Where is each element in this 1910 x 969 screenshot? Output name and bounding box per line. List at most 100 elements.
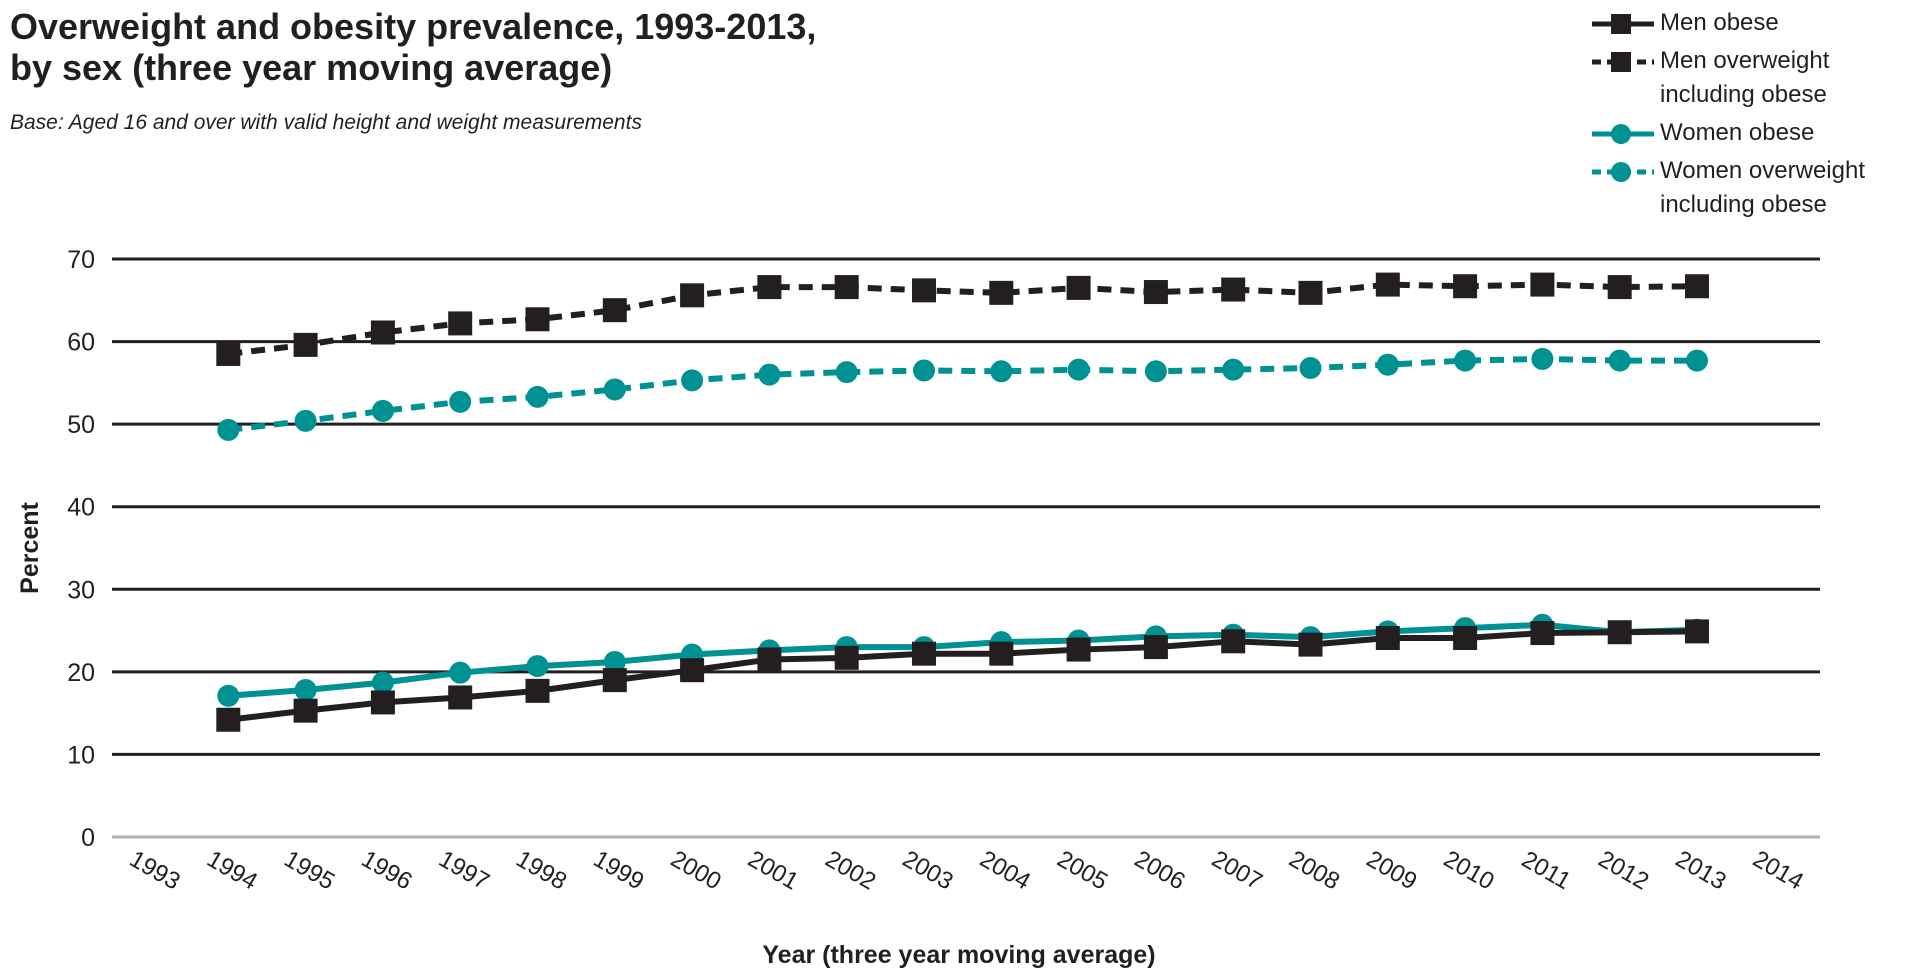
point-men-overweight-including-obese-2006 <box>1143 280 1168 305</box>
point-men-obese-1995 <box>293 698 318 723</box>
point-women-overweight-including-obese-1994 <box>217 418 240 441</box>
point-men-obese-2011 <box>1530 621 1555 646</box>
point-women-overweight-including-obese-2011 <box>1531 347 1554 370</box>
x-axis-title: Year (three year moving average) <box>762 941 1155 969</box>
legend-swatch-women-obese <box>1592 124 1654 144</box>
point-men-obese-2013 <box>1685 619 1709 644</box>
point-men-obese-2004 <box>989 641 1014 666</box>
point-women-overweight-including-obese-2007 <box>1222 358 1245 381</box>
point-men-obese-1997 <box>448 685 473 710</box>
chart-title-line-1: Overweight and obesity prevalence, 1993-… <box>10 6 817 47</box>
y-tick-label-50: 50 <box>67 411 95 439</box>
point-men-overweight-including-obese-2011 <box>1530 272 1555 297</box>
point-women-overweight-including-obese-1998 <box>526 385 549 408</box>
point-men-overweight-including-obese-1997 <box>448 311 473 336</box>
x-tick-label-2010: 2010 <box>1439 845 1499 895</box>
x-tick-label-1996: 1996 <box>357 845 417 895</box>
x-tick-label-2009: 2009 <box>1362 845 1422 895</box>
x-tick-label-1997: 1997 <box>434 845 494 895</box>
point-men-obese-1998 <box>525 678 550 703</box>
legend-swatch-women-overweight <box>1592 162 1654 182</box>
point-women-obese-1995 <box>294 679 317 702</box>
point-men-overweight-including-obese-2004 <box>989 280 1014 305</box>
series-men-obese <box>216 619 1709 732</box>
y-tick-label-40: 40 <box>67 494 95 522</box>
point-women-overweight-including-obese-2002 <box>835 361 858 384</box>
x-tick-label-2005: 2005 <box>1052 845 1112 895</box>
legend-item-women-overweight: Women overweight including obese <box>1590 154 1910 222</box>
y-tick-label-10: 10 <box>67 741 95 769</box>
point-men-overweight-including-obese-2001 <box>757 275 782 300</box>
point-men-overweight-including-obese-1996 <box>370 320 395 345</box>
legend-label-men-overweight-line-2: including obese <box>1660 81 1827 108</box>
series-men-overweight-including-obese <box>216 272 1709 366</box>
legend-label-women-overweight-line-2: including obese <box>1660 191 1827 218</box>
series-line-men-obese <box>227 628 1698 723</box>
x-tick-label-2007: 2007 <box>1207 845 1267 895</box>
point-women-overweight-including-obese-2009 <box>1376 353 1399 376</box>
x-tick-label-2011: 2011 <box>1517 846 1575 895</box>
point-men-obese-2012 <box>1607 620 1632 645</box>
x-tick-label-2008: 2008 <box>1284 845 1344 895</box>
point-men-obese-2006 <box>1143 635 1168 660</box>
point-men-obese-2007 <box>1221 629 1246 654</box>
point-men-overweight-including-obese-2009 <box>1375 272 1400 297</box>
point-women-overweight-including-obese-2010 <box>1454 349 1477 372</box>
point-men-obese-1999 <box>602 668 627 693</box>
series-women-overweight-including-obese <box>217 347 1708 441</box>
point-men-obese-1994 <box>216 707 241 732</box>
chart-title-line-2: by sex (three year moving average) <box>10 47 613 88</box>
x-tick-label-2002: 2002 <box>821 845 881 895</box>
y-tick-label-20: 20 <box>67 659 95 687</box>
chart-title: Overweight and obesity prevalence, 1993-… <box>10 6 816 88</box>
legend-item-women-obese: Women obese <box>1590 116 1910 150</box>
point-women-obese-1994 <box>217 684 240 707</box>
point-men-overweight-including-obese-2013 <box>1685 274 1709 299</box>
legend-item-men-overweight: Men overweight including obese <box>1590 44 1910 112</box>
point-women-overweight-including-obese-2001 <box>758 363 781 386</box>
x-tick-label-1995: 1995 <box>279 845 339 895</box>
y-tick-label-70: 70 <box>67 246 95 274</box>
point-men-overweight-including-obese-2002 <box>834 275 859 300</box>
point-men-obese-2002 <box>834 645 859 670</box>
legend-label-men-overweight-line-1: Men overweight <box>1660 47 1830 74</box>
point-women-overweight-including-obese-1997 <box>449 390 472 413</box>
x-tick-label-1998: 1998 <box>511 845 571 895</box>
x-tick-label-2012: 2012 <box>1594 845 1654 895</box>
legend-swatch-men-overweight <box>1592 52 1654 72</box>
y-tick-label-0: 0 <box>81 824 95 852</box>
point-women-obese-1999 <box>603 650 626 673</box>
x-tick-label-2013: 2013 <box>1671 845 1731 895</box>
point-women-overweight-including-obese-2008 <box>1299 356 1322 379</box>
legend-swatch-men-obese <box>1592 14 1654 34</box>
point-women-overweight-including-obese-2012 <box>1608 349 1631 372</box>
y-tick-label-30: 30 <box>67 576 95 604</box>
chart-legend: Men obese Men overweight including obese… <box>1590 6 1910 226</box>
x-tick-label-2004: 2004 <box>975 845 1035 895</box>
legend-item-men-obese: Men obese <box>1590 6 1910 40</box>
point-women-overweight-including-obese-2013 <box>1686 349 1708 372</box>
x-tick-label-1993: 1993 <box>125 845 185 895</box>
point-women-overweight-including-obese-2000 <box>681 369 704 392</box>
legend-label-women-obese: Women obese <box>1660 119 1815 146</box>
point-men-obese-2010 <box>1453 626 1478 651</box>
point-women-overweight-including-obese-2003 <box>913 359 935 382</box>
point-women-obese-1997 <box>449 661 472 684</box>
x-tick-label-2000: 2000 <box>666 845 726 895</box>
x-tick-label-2003: 2003 <box>898 845 958 895</box>
point-men-overweight-including-obese-2000 <box>680 283 705 308</box>
legend-label-women-overweight-line-1: Women overweight <box>1660 157 1865 184</box>
point-men-obese-2008 <box>1298 632 1323 657</box>
point-women-overweight-including-obese-2006 <box>1144 360 1167 383</box>
series-line-women-obese <box>228 621 1698 699</box>
point-women-overweight-including-obese-1996 <box>371 399 394 422</box>
point-men-overweight-including-obese-2005 <box>1066 275 1091 300</box>
series-line-men-overweight-including-obese <box>227 281 1698 357</box>
series-women-obese <box>217 613 1708 707</box>
x-tick-label-2014: 2014 <box>1748 845 1808 895</box>
point-men-overweight-including-obese-2007 <box>1221 277 1246 302</box>
point-women-obese-1996 <box>371 671 394 694</box>
point-men-obese-2001 <box>757 647 782 672</box>
point-women-overweight-including-obese-1999 <box>603 378 626 401</box>
